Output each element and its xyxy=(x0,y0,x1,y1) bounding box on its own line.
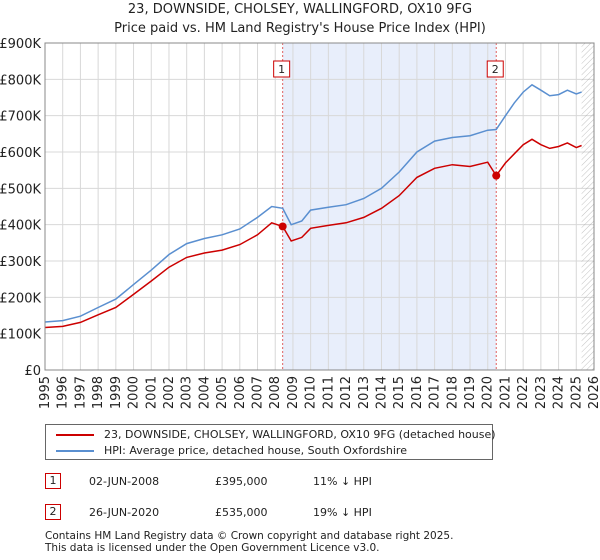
y-tick-label: £700K xyxy=(0,110,41,125)
y-tick-label: £500K xyxy=(0,182,41,197)
sale-point-2 xyxy=(492,171,501,180)
x-tick-label: 1997 xyxy=(73,376,88,409)
x-tick-label: 2007 xyxy=(251,376,266,409)
x-tick-label: 2017 xyxy=(428,376,443,409)
chart-marker-label-1: 1 xyxy=(278,63,285,76)
x-tick-label: 2012 xyxy=(339,376,354,409)
y-tick-label: £0 xyxy=(24,364,41,379)
chart-legend: 23, DOWNSIDE, CHOLSEY, WALLINGFORD, OX10… xyxy=(45,424,496,460)
x-tick-label: 1996 xyxy=(56,376,71,409)
y-tick-label: £600K xyxy=(0,146,41,161)
x-tick-label: 2018 xyxy=(445,376,460,409)
x-tick-label: 2019 xyxy=(463,376,478,409)
sale-price-1: £395,000 xyxy=(215,475,268,488)
x-tick-label: 2016 xyxy=(410,376,425,409)
sale-point-1 xyxy=(278,222,287,231)
sale-hpi-2: 19% ↓ HPI xyxy=(313,506,372,519)
x-tick-label: 2024 xyxy=(552,376,567,409)
chart-subtitle: Price paid vs. HM Land Registry's House … xyxy=(114,21,486,36)
x-tick-label: 2021 xyxy=(498,376,513,409)
legend-swatch-hpi xyxy=(56,450,94,452)
future-hatch xyxy=(581,43,594,370)
x-tick-label: 2011 xyxy=(321,376,336,409)
x-tick-label: 2013 xyxy=(357,376,372,409)
sale-date-1: 02-JUN-2008 xyxy=(89,475,160,488)
x-tick-label: 2008 xyxy=(268,376,283,409)
y-tick-label: £300K xyxy=(0,255,41,270)
x-tick-label: 2022 xyxy=(516,376,531,409)
x-tick-label: 1999 xyxy=(109,376,124,409)
footer: Contains HM Land Registry data © Crown c… xyxy=(45,530,453,554)
chart-marker-box-2 xyxy=(486,60,504,78)
x-tick-label: 2000 xyxy=(127,376,142,409)
x-tick-label: 2015 xyxy=(392,376,407,409)
chart-title: 23, DOWNSIDE, CHOLSEY, WALLINGFORD, OX10… xyxy=(128,2,472,17)
shaded-range xyxy=(282,43,497,370)
chart-marker-box-1 xyxy=(273,60,291,78)
x-tick-label: 2009 xyxy=(286,376,301,409)
property-series-line xyxy=(44,138,582,329)
x-tick-label: 2020 xyxy=(481,376,496,409)
legend-label-hpi: HPI: Average price, detached house, Sout… xyxy=(104,444,407,457)
y-tick-label: £400K xyxy=(0,219,41,234)
x-tick-label: 2014 xyxy=(374,376,389,409)
y-tick-label: £200K xyxy=(0,291,41,306)
x-tick-label: 2002 xyxy=(162,376,177,409)
x-tick-label: 2010 xyxy=(304,376,319,409)
legend-label-property: 23, DOWNSIDE, CHOLSEY, WALLINGFORD, OX10… xyxy=(104,428,496,441)
chart-marker-label-2: 2 xyxy=(492,63,499,76)
y-tick-label: £100K xyxy=(0,328,41,343)
x-tick-label: 2023 xyxy=(534,376,549,409)
sale-hpi-1: 11% ↓ HPI xyxy=(313,475,372,488)
x-tick-label: 2003 xyxy=(180,376,195,409)
x-tick-label: 2026 xyxy=(587,376,600,409)
x-tick-label: 1998 xyxy=(91,376,106,409)
footer-line-2: This data is licensed under the Open Gov… xyxy=(45,542,380,554)
x-tick-label: 2005 xyxy=(215,376,230,409)
plot-frame xyxy=(44,42,595,371)
y-tick-label: £900K xyxy=(0,37,41,52)
sale-price-2: £535,000 xyxy=(215,506,268,519)
price-chart: 23, DOWNSIDE, CHOLSEY, WALLINGFORD, OX10… xyxy=(0,2,600,409)
hpi-series-line xyxy=(44,83,582,323)
sale-date-2: 26-JUN-2020 xyxy=(89,506,160,519)
x-tick-label: 2004 xyxy=(197,376,212,409)
x-tick-label: 2001 xyxy=(144,376,159,409)
x-tick-label: 1995 xyxy=(38,376,53,409)
footer-line-1: Contains HM Land Registry data © Crown c… xyxy=(45,530,454,542)
sale-marker-2: 2 xyxy=(45,504,61,520)
y-tick-label: £800K xyxy=(0,73,41,88)
legend-swatch-property xyxy=(56,434,94,436)
x-tick-label: 2025 xyxy=(569,376,584,409)
sale-marker-1: 1 xyxy=(45,473,61,489)
x-tick-label: 2006 xyxy=(233,376,248,409)
